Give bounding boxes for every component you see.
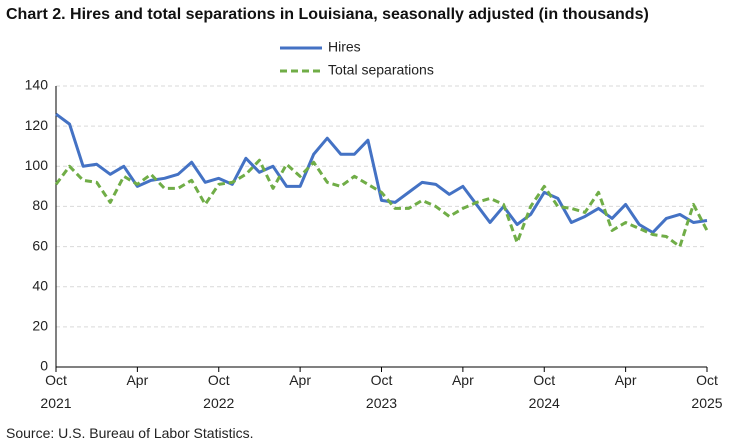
x-tick-label: Apr	[614, 372, 637, 388]
x-tick-label: Apr	[289, 372, 312, 388]
y-tick-label: 120	[25, 117, 49, 133]
y-tick-label: 20	[32, 318, 48, 334]
x-tick-label: Oct 2021	[40, 372, 72, 411]
source-note: Source: U.S. Bureau of Labor Statistics.	[6, 425, 254, 441]
y-tick-label: 40	[32, 277, 48, 293]
x-tick-label: Apr	[126, 372, 149, 388]
x-tick-label: Oct 2024	[528, 372, 560, 411]
x-tick-label: Apr	[451, 372, 474, 388]
y-tick-label: 140	[25, 77, 49, 93]
x-tick-label: Oct 2022	[203, 372, 235, 411]
legend-label: Hires	[328, 39, 361, 55]
y-tick-label: 100	[25, 157, 49, 173]
chart-title: Chart 2. Hires and total separations in …	[6, 6, 649, 23]
y-tick-label: 80	[32, 197, 48, 213]
x-tick-label: Oct 2023	[365, 372, 398, 411]
series-line	[54, 158, 709, 249]
y-tick-label: 60	[32, 237, 48, 253]
x-tick-label: Oct 2025	[691, 372, 723, 411]
series-line	[55, 112, 708, 235]
y-tick-label: 0	[40, 358, 48, 374]
legend-label: Total separations	[328, 62, 434, 78]
